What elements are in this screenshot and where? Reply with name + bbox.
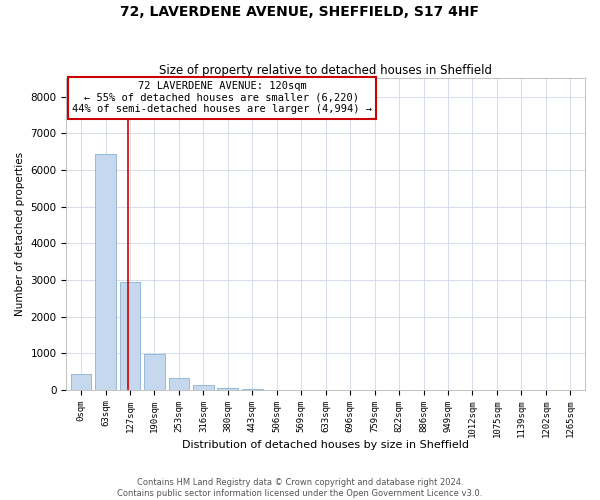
Bar bbox=[71, 374, 91, 390]
X-axis label: Distribution of detached houses by size in Sheffield: Distribution of detached houses by size … bbox=[182, 440, 469, 450]
Text: 72 LAVERDENE AVENUE: 120sqm
← 55% of detached houses are smaller (6,220)
44% of : 72 LAVERDENE AVENUE: 120sqm ← 55% of det… bbox=[72, 82, 372, 114]
Bar bbox=[119, 282, 140, 390]
Bar bbox=[169, 378, 190, 390]
Bar bbox=[95, 154, 116, 390]
Bar bbox=[144, 354, 165, 390]
Bar bbox=[217, 388, 238, 390]
Text: Contains HM Land Registry data © Crown copyright and database right 2024.
Contai: Contains HM Land Registry data © Crown c… bbox=[118, 478, 482, 498]
Y-axis label: Number of detached properties: Number of detached properties bbox=[15, 152, 25, 316]
Bar bbox=[242, 389, 263, 390]
Text: 72, LAVERDENE AVENUE, SHEFFIELD, S17 4HF: 72, LAVERDENE AVENUE, SHEFFIELD, S17 4HF bbox=[121, 5, 479, 19]
Bar bbox=[193, 385, 214, 390]
Title: Size of property relative to detached houses in Sheffield: Size of property relative to detached ho… bbox=[159, 64, 492, 77]
